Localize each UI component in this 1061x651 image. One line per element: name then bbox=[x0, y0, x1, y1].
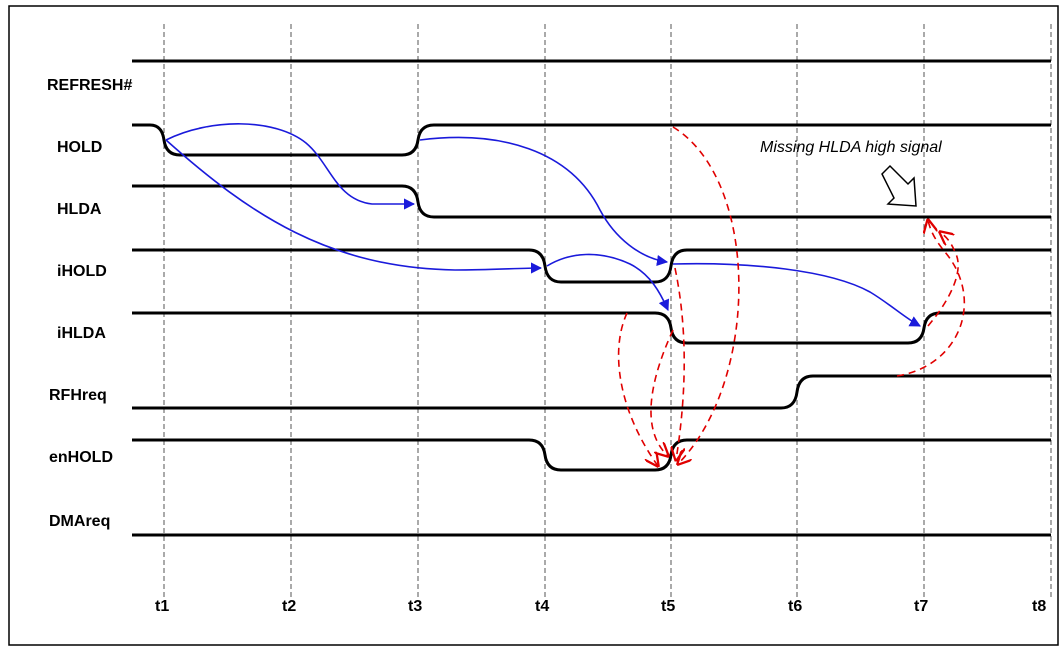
time-label-t6: t6 bbox=[788, 598, 802, 615]
waveform-rfhreq bbox=[132, 374, 1051, 410]
signal-label-hold: HOLD bbox=[57, 139, 102, 156]
time-grid bbox=[163, 24, 1052, 598]
waveforms bbox=[132, 59, 1051, 537]
waveform-ihold bbox=[132, 248, 1051, 284]
waveform-enhold bbox=[132, 438, 1051, 472]
signal-labels: REFRESH# HOLD HLDA iHOLD iHLDA RFHreq en… bbox=[47, 77, 132, 530]
arrow-ihlda-to-enhold bbox=[617, 312, 658, 466]
time-label-t8: t8 bbox=[1032, 598, 1046, 615]
dependency-arrows bbox=[617, 126, 966, 466]
time-label-t3: t3 bbox=[408, 598, 422, 615]
arrow-ihold-to-ihlda-rise bbox=[672, 262, 921, 327]
missing-hlda-annotation: Missing HLDA high signal bbox=[760, 139, 942, 207]
time-label-t4: t4 bbox=[535, 598, 549, 615]
waveform-hold bbox=[132, 123, 1051, 157]
waveform-ihlda bbox=[132, 311, 1051, 345]
diagram-frame bbox=[8, 5, 1059, 646]
arrow-hold-rise-to-ihold bbox=[419, 136, 669, 267]
arrow-ihlda-fall-to-enhold bbox=[650, 329, 674, 456]
hollow-arrow-icon bbox=[881, 164, 917, 207]
annotation-text: Missing HLDA high signal bbox=[760, 139, 942, 156]
signal-label-dmareq: DMAreq bbox=[49, 513, 110, 530]
arrow-ihlda-to-hlda bbox=[927, 232, 959, 327]
arrow-hold-to-hlda bbox=[165, 123, 416, 210]
time-label-t5: t5 bbox=[661, 598, 675, 615]
signal-label-ihold: iHOLD bbox=[57, 263, 107, 280]
signal-label-ihlda: iHLDA bbox=[57, 325, 106, 342]
arrow-ihold-to-ihlda bbox=[546, 253, 670, 312]
signal-label-hlda: HLDA bbox=[57, 201, 102, 218]
arrow-rfhreq-to-hlda bbox=[896, 220, 966, 377]
time-label-t2: t2 bbox=[282, 598, 296, 615]
time-label-t7: t7 bbox=[914, 598, 928, 615]
waveform-hlda bbox=[132, 184, 1051, 219]
signal-label-rfhreq: RFHreq bbox=[49, 387, 107, 404]
arrow-ihold-to-enhold bbox=[675, 267, 684, 460]
signal-label-enhold: enHOLD bbox=[49, 449, 113, 466]
arrow-hold-to-ihold bbox=[165, 139, 543, 274]
signal-label-refresh: REFRESH# bbox=[47, 77, 132, 94]
time-label-t1: t1 bbox=[155, 598, 169, 615]
arrow-hold-to-enhold bbox=[672, 126, 740, 464]
causal-arrows bbox=[165, 123, 921, 327]
time-axis: t1 t2 t3 t4 t5 t6 t7 t8 bbox=[155, 598, 1046, 615]
